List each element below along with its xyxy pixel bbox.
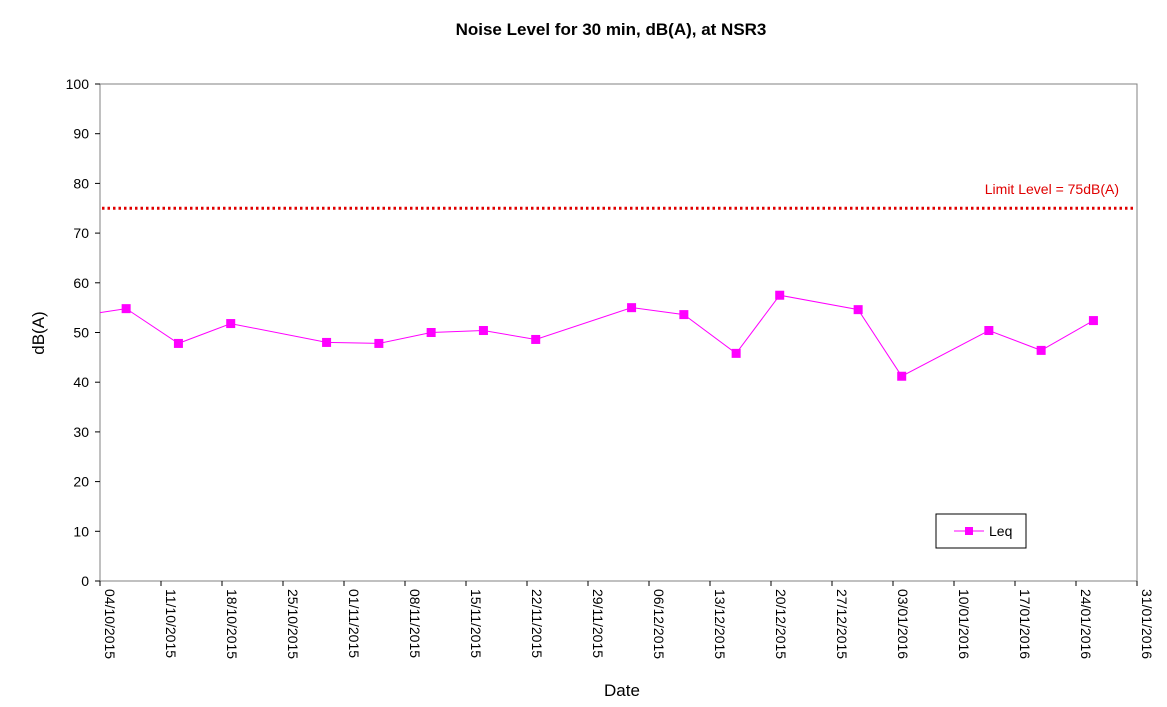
legend: Leq (935, 513, 1027, 549)
y-tick-label: 20 (73, 474, 89, 490)
y-tick-label: 0 (81, 573, 89, 589)
leq-point (426, 328, 436, 337)
x-tick-label: 27/12/2015 (834, 589, 850, 659)
y-axis-title: dB(A) (29, 311, 48, 354)
y-tick-label: 90 (73, 126, 89, 142)
y-axis: 0 10 20 30 40 50 60 70 80 90 100 (66, 76, 100, 589)
leq-point (897, 371, 907, 381)
leq-point (322, 337, 332, 347)
leq-point (853, 305, 863, 315)
x-tick-label: 13/12/2015 (712, 589, 728, 659)
limit-level-label: Limit Level = 75dB(A) (985, 181, 1119, 197)
leq-line (99, 294, 1094, 377)
x-tick-label: 24/01/2016 (1078, 589, 1094, 659)
y-tick-label: 10 (73, 523, 89, 539)
x-tick-label: 15/11/2015 (468, 589, 484, 658)
x-tick-label: 11/10/2015 (163, 589, 179, 658)
x-tick-label: 22/11/2015 (529, 589, 545, 658)
leq-series (99, 290, 1098, 381)
y-tick-label: 30 (73, 424, 89, 440)
leq-point (1088, 316, 1098, 326)
x-tick-label: 31/01/2016 (1139, 589, 1155, 659)
leq-point (531, 334, 541, 344)
leq-point (1036, 345, 1046, 355)
chart-title: Noise Level for 30 min, dB(A), at NSR3 (456, 20, 767, 39)
leq-point (478, 326, 488, 336)
y-tick-label: 70 (73, 225, 89, 241)
y-tick-label: 100 (66, 76, 90, 92)
y-tick-label: 60 (73, 275, 89, 291)
x-tick-label: 29/11/2015 (590, 589, 606, 658)
x-tick-label: 04/10/2015 (102, 589, 118, 659)
leq-point (374, 338, 384, 348)
y-tick-label: 80 (73, 175, 89, 191)
y-tick-label: 50 (73, 325, 89, 341)
x-axis: 04/10/2015 11/10/2015 18/10/2015 25/10/2015… (99, 581, 1155, 659)
leq-point (121, 304, 131, 314)
plot-area (99, 83, 1138, 582)
legend-label: Leq (989, 523, 1012, 539)
x-axis-title: Date (604, 681, 640, 700)
x-tick-label: 06/12/2015 (651, 589, 667, 659)
x-tick-label: 17/01/2016 (1017, 589, 1033, 659)
leq-point (679, 310, 689, 320)
leq-point (226, 319, 236, 329)
x-tick-label: 08/11/2015 (407, 589, 423, 658)
x-tick-label: 03/01/2016 (895, 589, 911, 659)
leq-point (775, 290, 785, 300)
leq-point (984, 326, 994, 336)
x-tick-label: 25/10/2015 (285, 589, 301, 659)
y-tick-label: 40 (73, 374, 89, 390)
x-tick-label: 20/12/2015 (773, 589, 789, 659)
legend-marker-square (965, 527, 973, 535)
leq-point (173, 338, 183, 348)
leq-point (627, 303, 637, 313)
leq-point (731, 348, 741, 358)
x-tick-label: 01/11/2015 (346, 589, 362, 658)
x-tick-label: 10/01/2016 (956, 589, 972, 659)
x-tick-label: 18/10/2015 (224, 589, 240, 659)
